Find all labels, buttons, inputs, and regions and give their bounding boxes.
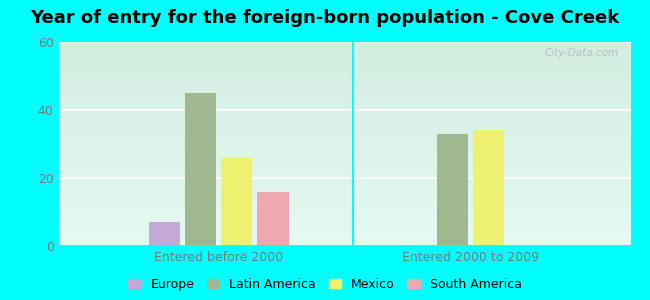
Bar: [221, 158, 252, 246]
Bar: [149, 222, 180, 246]
Bar: [185, 93, 216, 246]
Bar: [257, 192, 289, 246]
Bar: [437, 134, 468, 246]
Bar: [473, 130, 504, 246]
Text: City-Data.com: City-Data.com: [545, 48, 619, 58]
Legend: Europe, Latin America, Mexico, South America: Europe, Latin America, Mexico, South Ame…: [128, 278, 522, 291]
Text: Year of entry for the foreign-born population - Cove Creek: Year of entry for the foreign-born popul…: [31, 9, 619, 27]
